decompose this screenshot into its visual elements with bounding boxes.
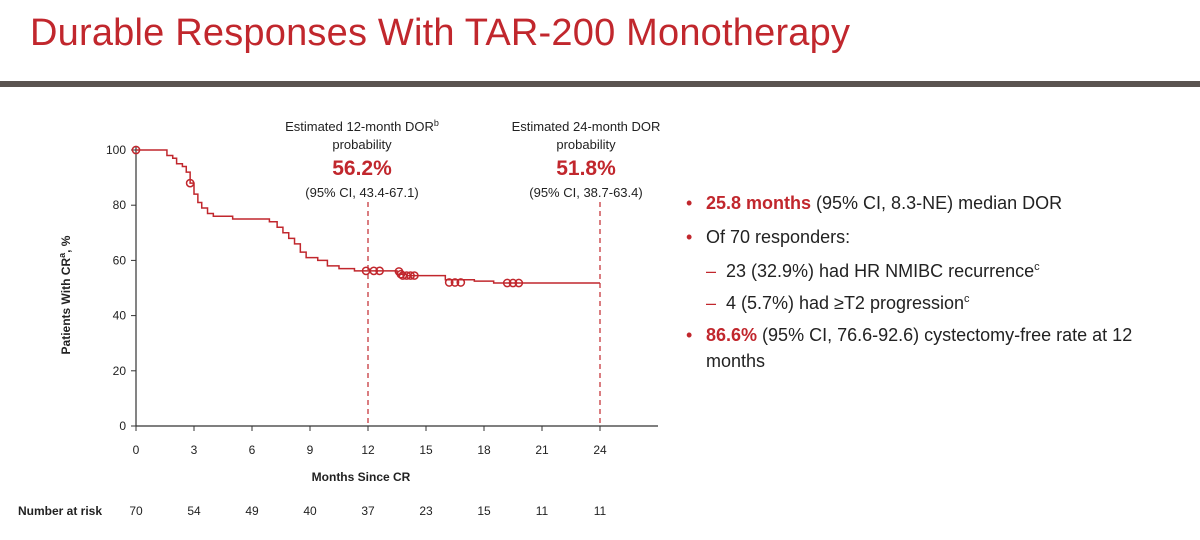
censor-marker [406,271,415,280]
annotation-24-sublabel: probability [556,137,616,152]
risk-count-month-12: 37 [361,504,375,518]
x-tick-label: 15 [419,443,433,457]
censor-marker [396,269,406,279]
annotation-24-ci: (95% CI, 38.7-63.4) [529,185,642,200]
censor-marker [369,266,379,276]
y-tick-label: 100 [106,143,126,157]
y-axis-title: Patients With CRa, % [57,235,73,354]
summary-bullets: 25.8 months (95% CI, 8.3-NE) median DOR … [686,190,1186,382]
risk-count-month-21: 11 [536,504,549,518]
censor-marker [185,178,195,188]
annotation-12-value: 56.2% [332,157,392,180]
risk-count-month-15: 23 [419,504,433,518]
annotation-12-label: Estimated 12-month DORb [285,118,439,134]
y-tick-label: 40 [113,309,127,323]
censor-marker [450,278,460,287]
km-curve [136,149,600,284]
y-tick-label: 0 [119,419,126,433]
title-divider [0,81,1200,87]
risk-count-month-24: 11 [594,504,607,518]
km-chart: Patients With CRa, % Months Since CR Est… [18,118,661,518]
censor-marker [131,145,141,155]
x-tick-label: 0 [133,443,140,457]
page-title: Durable Responses With TAR-200 Monothera… [30,12,851,54]
annotation-24-month: Estimated 24-month DOR probability 51.8%… [512,119,661,200]
y-tick-label: 60 [113,253,127,267]
risk-table-label: Number at risk [18,504,102,518]
bullet-cystectomy-free: 86.6% (95% CI, 76.6-92.6) cystectomy-fre… [686,322,1186,374]
bullet-median-dor: 25.8 months (95% CI, 8.3-NE) median DOR [686,190,1186,216]
x-tick-label: 3 [191,443,198,457]
annotation-24-value: 51.8% [556,157,616,180]
censor-marker [375,266,384,276]
risk-count-month-9: 40 [303,504,317,518]
x-axis-title: Months Since CR [312,470,411,484]
sub-bullet-recurrence: 23 (32.9%) had HR NMIBC recurrencec [686,258,1186,284]
annotation-12-sublabel: probability [332,137,392,152]
censor-marker [410,271,419,280]
x-tick-label: 24 [593,443,607,457]
censor-marker [456,278,466,287]
risk-count-month-0: 70 [129,504,143,518]
censor-marker [502,278,512,288]
x-tick-label: 12 [361,443,375,457]
x-tick-label: 6 [249,443,256,457]
censor-marker [444,278,454,287]
x-tick-label: 18 [477,443,491,457]
y-tick-label: 20 [113,364,127,378]
sub-bullet-progression: 4 (5.7%) had ≥T2 progressionc [686,290,1186,316]
risk-count-month-18: 15 [477,504,491,518]
censor-marker [514,278,524,288]
risk-count-month-3: 54 [187,504,201,518]
censor-marker [508,278,518,288]
annotation-24-label: Estimated 24-month DOR [512,119,661,134]
annotation-12-ci: (95% CI, 43.4-67.1) [305,185,418,200]
y-tick-label: 80 [113,198,127,212]
x-tick-label: 21 [535,443,549,457]
annotation-12-month: Estimated 12-month DORb probability 56.2… [285,118,439,200]
risk-count-month-6: 49 [245,504,259,518]
bullet-responders: Of 70 responders: [686,224,1186,250]
x-tick-label: 9 [307,443,314,457]
